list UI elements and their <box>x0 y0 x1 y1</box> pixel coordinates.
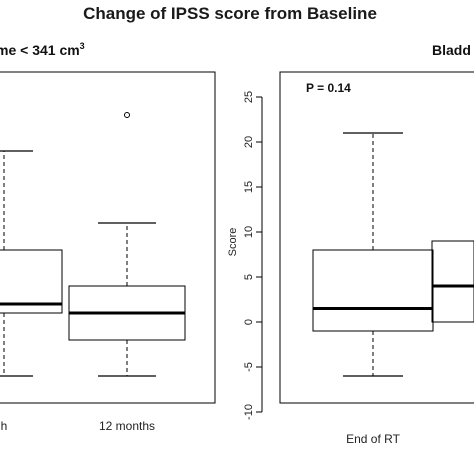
left-panel-title: me < 341 cm3 <box>0 41 85 58</box>
right-y-tick-label-6: 20 <box>243 136 255 148</box>
right-panel: Bladd -10 -5 0 5 10 15 20 25 Score P = 0.14 End… <box>227 42 474 446</box>
left-x-tick-label-0: h <box>1 419 8 433</box>
figure-title: Change of IPSS score from Baseline <box>83 4 377 23</box>
right-iqr-box-0 <box>312 249 434 332</box>
left-panel-title-main: me < 341 cm <box>0 42 80 58</box>
right-iqr-box-1 <box>431 240 474 323</box>
left-panel: me < 341 cm3 h 12 months <box>0 41 216 433</box>
right-y-axis: -10 -5 0 5 10 15 20 25 <box>243 91 263 420</box>
right-y-tick-label-3: 5 <box>243 274 255 280</box>
right-y-tick-label-2: 0 <box>243 319 255 325</box>
left-outlier-1-0 <box>124 112 130 118</box>
left-x-tick-label-1: 12 months <box>99 419 155 433</box>
right-y-axis-label: Score <box>227 228 239 257</box>
left-plot-frame <box>0 71 216 404</box>
left-box-1 <box>68 112 186 377</box>
right-box-1 <box>431 240 474 323</box>
right-panel-title: Bladd <box>432 42 471 58</box>
right-y-tick-label-4: 10 <box>243 226 255 238</box>
right-y-tick-label-5: 15 <box>243 181 255 193</box>
right-boxes <box>312 132 474 377</box>
left-panel-title-superscript: 3 <box>80 41 85 51</box>
right-y-tick-label-0: -10 <box>243 404 255 420</box>
left-iqr-box-0 <box>0 249 63 314</box>
left-box-0 <box>0 150 63 377</box>
right-y-tick-label-7: 25 <box>243 91 255 103</box>
right-box-0 <box>312 132 434 377</box>
right-plot-frame <box>279 71 474 404</box>
left-boxes <box>0 112 186 377</box>
p-value-annotation: P = 0.14 <box>306 81 351 95</box>
right-x-tick-label-0: End of RT <box>346 432 400 446</box>
right-y-tick-label-1: -5 <box>243 362 255 372</box>
